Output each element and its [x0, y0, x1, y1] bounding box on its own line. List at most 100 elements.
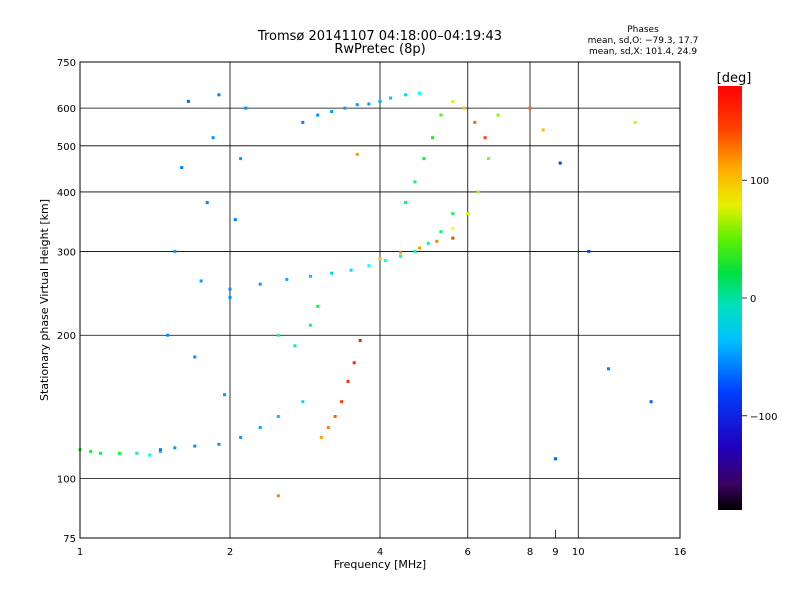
- scatter-points: [78, 91, 653, 498]
- scatter-point: [293, 344, 297, 348]
- scatter-point: [166, 333, 170, 337]
- colorbar-tick-label: 100: [750, 176, 769, 187]
- scatter-point: [228, 287, 232, 291]
- scatter-point: [193, 444, 197, 448]
- scatter-point: [244, 106, 248, 110]
- scatter-point: [316, 113, 320, 117]
- scatter-point: [211, 136, 215, 140]
- scatter-point: [319, 435, 323, 439]
- scatter-point: [389, 96, 393, 100]
- scatter-point: [333, 415, 337, 418]
- scatter-point: [276, 415, 280, 418]
- scatter-point: [180, 166, 184, 170]
- scatter-point: [378, 99, 382, 103]
- x-tick-label: 10: [572, 547, 585, 558]
- scatter-point: [451, 212, 455, 216]
- x-tick-label: 4: [377, 547, 383, 558]
- scatter-point: [418, 246, 421, 250]
- scatter-point: [587, 249, 591, 253]
- colorbar-unit: [deg]: [717, 71, 752, 86]
- scatter-point: [346, 379, 350, 383]
- scatter-point: [451, 227, 455, 231]
- scatter-point: [383, 259, 387, 263]
- scatter-point: [633, 120, 637, 124]
- scatter-point: [413, 249, 417, 253]
- scatter-point: [285, 277, 289, 281]
- scatter-point: [473, 120, 477, 124]
- scatter-point: [439, 230, 443, 234]
- scatter-point: [186, 99, 190, 103]
- scatter-point: [205, 201, 209, 205]
- colorbar-tick-label: −100: [750, 412, 777, 423]
- scatter-point: [355, 152, 359, 156]
- scatter-point: [330, 271, 334, 275]
- scatter-point: [358, 339, 362, 342]
- scatter-point: [199, 279, 203, 283]
- scatter-point: [308, 323, 312, 327]
- scatter-point: [233, 218, 237, 222]
- x-tick-label: 8: [527, 547, 533, 558]
- y-tick-label: 400: [57, 188, 76, 199]
- scatter-point: [426, 241, 430, 245]
- x-axis-ticks: 1 2 4 6 8 10 16 9: [77, 547, 687, 558]
- scatter-point: [89, 449, 93, 453]
- scatter-point: [173, 249, 177, 253]
- scatter-point: [367, 102, 371, 106]
- x-axis-label: Frequency [MHz]: [334, 558, 426, 571]
- scatter-point: [349, 268, 353, 272]
- scatter-point: [649, 400, 653, 404]
- y-axis-label: Stationary phase Virtual Height [km]: [38, 199, 51, 401]
- scatter-point: [158, 448, 162, 452]
- scatter-point: [404, 93, 407, 97]
- scatter-point: [301, 120, 305, 124]
- stats-x: mean, sd,X: 101.4, 24.9: [589, 47, 697, 57]
- y-tick-label: 200: [57, 331, 76, 342]
- grid-lines: [80, 62, 680, 538]
- scatter-point: [330, 110, 334, 114]
- scatter-point: [476, 190, 480, 194]
- scatter-point: [239, 157, 243, 161]
- scatter-point: [541, 128, 545, 132]
- y-tick-label: 300: [57, 247, 76, 258]
- x-tick-label: 16: [674, 547, 687, 558]
- scatter-point: [431, 136, 435, 140]
- scatter-point: [404, 201, 407, 205]
- scatter-point: [217, 93, 221, 97]
- scatter-point: [258, 426, 262, 429]
- scatter-point: [326, 426, 330, 429]
- scatter-point: [466, 212, 470, 216]
- scatter-point: [276, 494, 280, 498]
- chart-subtitle: RwPretec (8p): [334, 42, 425, 57]
- scatter-point: [217, 442, 221, 446]
- scatter-point: [462, 106, 466, 110]
- scatter-point: [554, 457, 557, 461]
- scatter-point: [486, 157, 490, 161]
- scatter-point: [99, 451, 103, 455]
- scatter-point: [173, 446, 177, 450]
- x-tick-label: 1: [77, 547, 83, 558]
- scatter-point: [399, 254, 403, 258]
- scatter-point: [352, 361, 356, 365]
- x-tick-label: 6: [465, 547, 471, 558]
- y-tick-label: 100: [57, 475, 76, 486]
- scatter-point: [607, 367, 610, 371]
- chart-title: Tromsø 20141107 04:18:00–04:19:43: [257, 29, 502, 44]
- scatter-point: [483, 136, 487, 140]
- scatter-point: [355, 103, 359, 107]
- scatter-point: [418, 91, 421, 95]
- x-tick-label: 2: [227, 547, 233, 558]
- y-tick-label: 75: [63, 534, 76, 545]
- scatter-point: [451, 236, 455, 240]
- scatter-point: [308, 274, 312, 278]
- scatter-point: [316, 304, 320, 308]
- colorbar: [718, 86, 742, 510]
- scatter-point: [276, 333, 280, 337]
- scatter-point: [148, 453, 152, 457]
- colorbar-tick-label: 0: [750, 294, 756, 305]
- scatter-point: [451, 99, 455, 103]
- colorbar-ticks: 100 0 −100: [742, 176, 777, 423]
- scatter-point: [135, 451, 139, 455]
- scatter-point: [239, 435, 243, 439]
- scatter-point: [343, 106, 347, 110]
